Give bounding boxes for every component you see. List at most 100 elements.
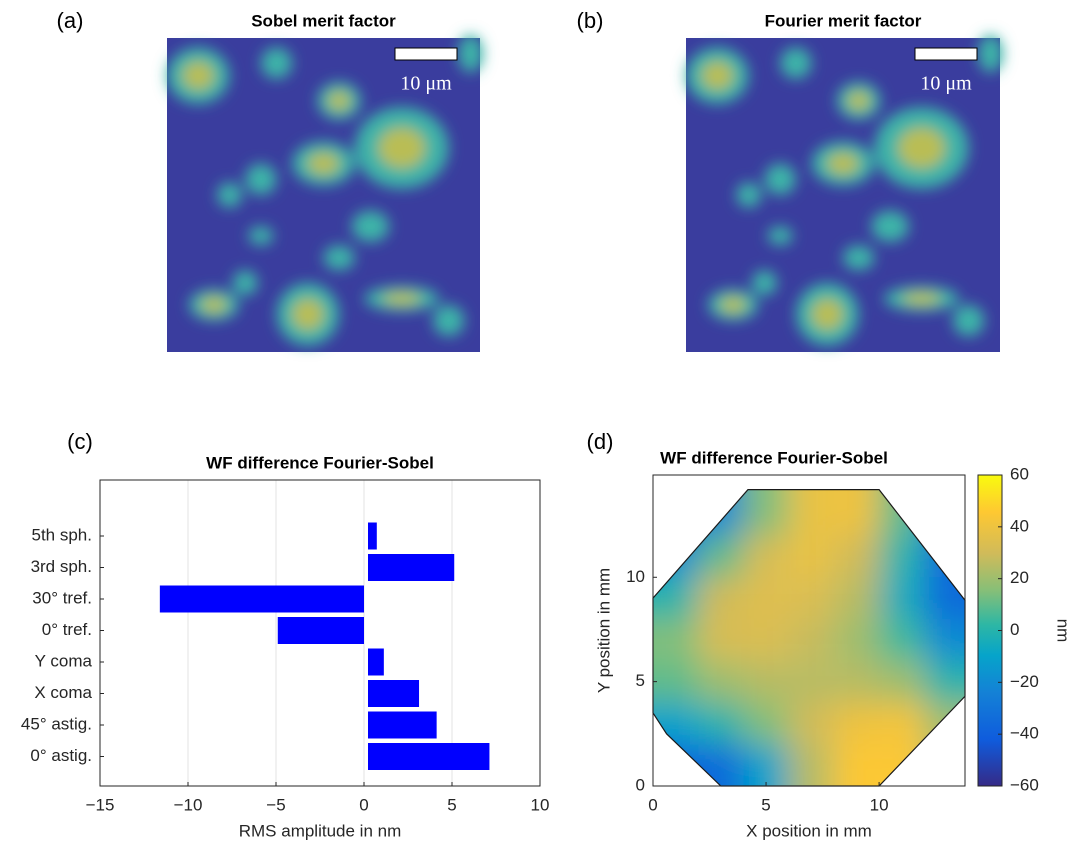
- feature: [751, 270, 778, 296]
- field-cell: [788, 489, 834, 536]
- x-tick-label: 0: [648, 795, 657, 814]
- feature-core: [720, 297, 746, 313]
- feature: [736, 182, 762, 208]
- feature: [458, 34, 484, 73]
- y-tick-label: X coma: [34, 683, 92, 702]
- colorbar-tick-label: −20: [1010, 672, 1039, 691]
- field-cell: [833, 702, 880, 745]
- feature-core: [182, 61, 214, 90]
- feature: [764, 163, 796, 195]
- field-cell: [653, 702, 699, 745]
- colorbar-tick-label: −40: [1010, 724, 1039, 743]
- colorbar-tick-label: −60: [1010, 775, 1039, 794]
- field-cell: [698, 702, 744, 745]
- bar: [368, 711, 437, 739]
- x-tick-label: −10: [174, 795, 203, 814]
- feature-core: [811, 298, 843, 331]
- feature: [323, 245, 355, 271]
- x-tick-label: 0: [359, 795, 368, 814]
- chart-title: Sobel merit factor: [251, 11, 396, 30]
- field-cell: [743, 535, 789, 578]
- field-cell: [879, 535, 925, 578]
- field-cell: [879, 702, 925, 745]
- y-tick-label: 3rd sph.: [31, 557, 92, 576]
- y-tick-label: 0: [636, 775, 645, 794]
- feature: [843, 245, 875, 271]
- bar: [368, 522, 377, 550]
- bar: [368, 554, 455, 581]
- x-tick-label: −15: [86, 795, 115, 814]
- colorbar-tick-label: 60: [1010, 464, 1029, 483]
- y-tick-label: 0° astig.: [30, 746, 92, 765]
- colorbar-tick-label: 40: [1010, 516, 1029, 535]
- y-tick-label: 45° astig.: [21, 714, 92, 733]
- feature-core: [307, 152, 340, 175]
- feature-core: [328, 91, 351, 111]
- field-cell: [879, 619, 925, 661]
- field-cell: [788, 535, 834, 578]
- feature: [952, 304, 985, 337]
- field-cell: [698, 619, 744, 661]
- bar: [368, 743, 490, 770]
- field-cell: [698, 535, 744, 578]
- panel-label: (c): [67, 429, 93, 454]
- feature: [248, 226, 274, 246]
- panel-label: (a): [57, 8, 84, 33]
- field-cell: [833, 535, 880, 578]
- y-tick-label: 0° tref.: [42, 620, 92, 639]
- y-tick-label: Y coma: [35, 651, 93, 670]
- bar: [368, 648, 384, 676]
- x-tick-label: 5: [761, 795, 770, 814]
- scale-bar: [394, 47, 458, 61]
- image-features: [167, 34, 484, 346]
- feature: [433, 304, 465, 337]
- bar: [277, 617, 364, 644]
- feature: [767, 226, 793, 246]
- field-cell: [833, 744, 880, 786]
- feature-core: [847, 91, 870, 111]
- field-cell: [788, 577, 834, 620]
- field-cell: [788, 619, 834, 661]
- x-tick-label: 5: [447, 795, 456, 814]
- field-cell: [833, 660, 880, 703]
- colorbar-label: nm: [1054, 619, 1073, 643]
- field-cell: [653, 619, 699, 661]
- scale-bar-label: 10 μm: [920, 73, 972, 95]
- y-tick-label: 5th sph.: [32, 525, 93, 544]
- feature: [780, 47, 812, 79]
- field-cell: [788, 744, 834, 786]
- feature-core: [201, 297, 227, 313]
- field-cell: [743, 744, 789, 786]
- y-tick-label: 10: [626, 567, 645, 586]
- field-cell: [879, 660, 925, 703]
- feature-core: [382, 292, 421, 305]
- feature-core: [897, 127, 946, 169]
- x-tick-label: 10: [870, 795, 889, 814]
- x-tick-label: 10: [531, 795, 550, 814]
- image-features: [686, 34, 1004, 346]
- field-cell: [698, 577, 744, 620]
- field-cell: [698, 660, 744, 703]
- field-cell: [833, 489, 880, 536]
- chart-title: WF difference Fourier-Sobel: [660, 448, 888, 467]
- field-cell: [698, 744, 744, 786]
- feature-core: [701, 61, 734, 90]
- feature: [871, 210, 909, 243]
- chart-title: Fourier merit factor: [765, 11, 922, 30]
- field-cell: [879, 577, 925, 620]
- feature: [351, 210, 390, 243]
- panel-label: (d): [587, 429, 614, 454]
- field-cell: [833, 577, 880, 620]
- bar: [159, 585, 364, 613]
- axes-box: [99, 479, 541, 787]
- feature: [245, 163, 277, 195]
- x-tick-label: −5: [266, 795, 285, 814]
- field-cell: [924, 660, 965, 703]
- chart-title: WF difference Fourier-Sobel: [206, 453, 434, 472]
- field-cell: [743, 489, 789, 536]
- bar: [368, 680, 420, 707]
- y-tick-label: 5: [636, 671, 645, 690]
- axes-box: [652, 474, 966, 787]
- y-tick-label: 30° tref.: [32, 588, 92, 607]
